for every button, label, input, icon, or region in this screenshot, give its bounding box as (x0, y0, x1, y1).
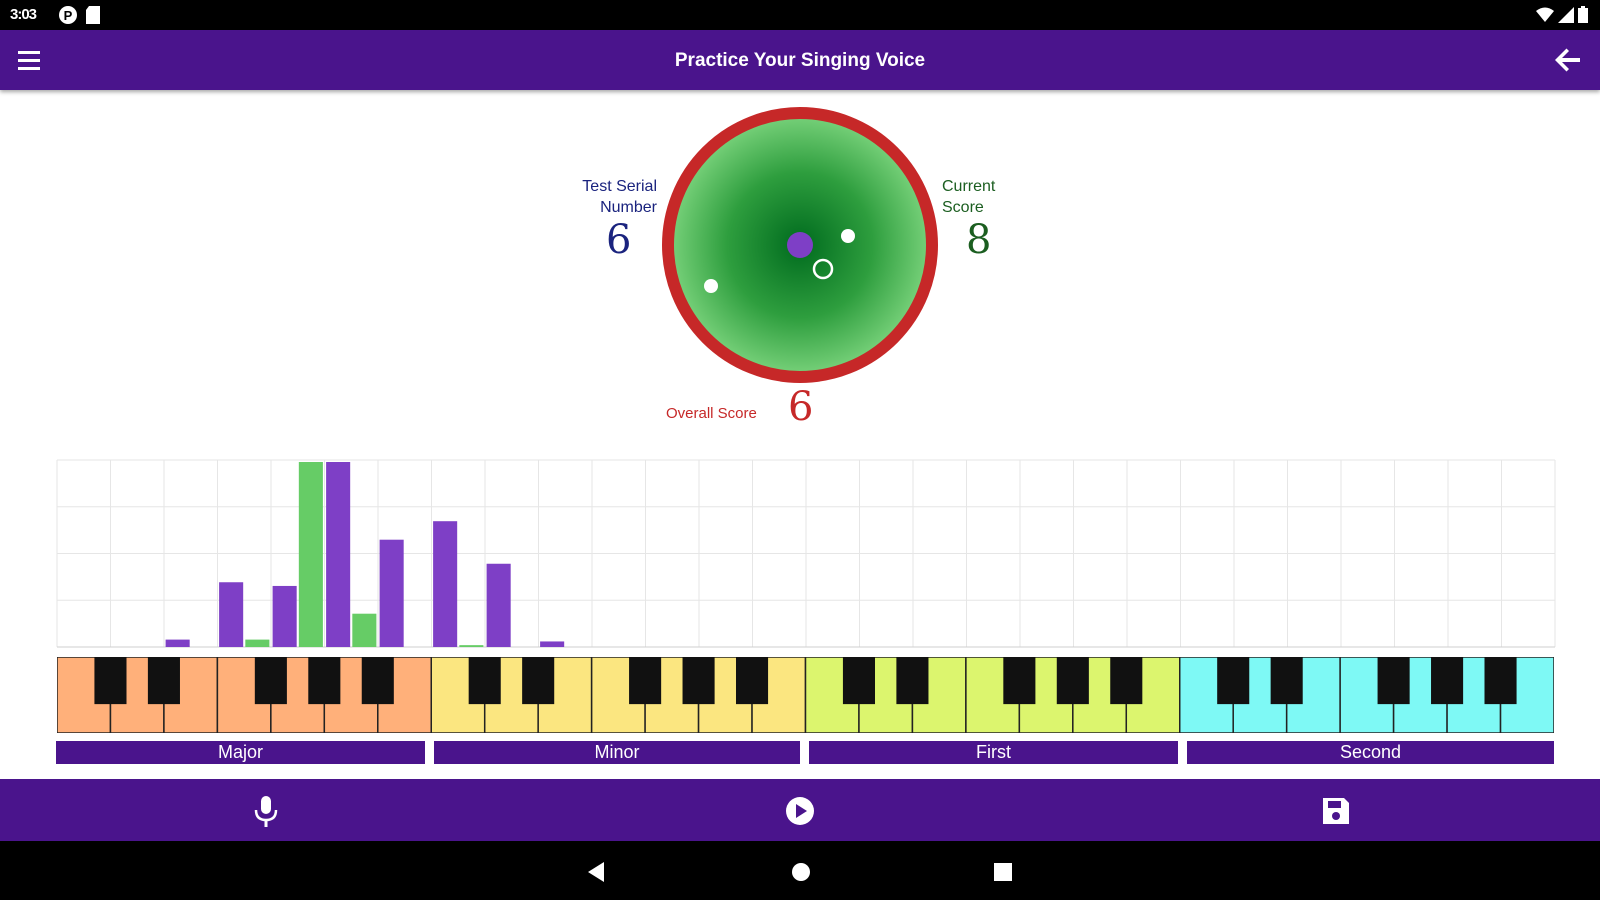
group-label-second[interactable]: Second (1187, 741, 1554, 764)
overall-score-value: 6 (788, 384, 814, 430)
svg-text:P: P (64, 8, 73, 23)
piano-black-key[interactable] (468, 657, 501, 705)
app-bar: Practice Your Singing Voice (0, 30, 1600, 90)
back-button[interactable] (1552, 46, 1588, 76)
test-serial-label: Test Serial Number (582, 178, 657, 216)
piano-black-key[interactable] (1431, 657, 1464, 705)
status-bar: 3:03 P (0, 0, 1600, 30)
play-button[interactable] (780, 791, 820, 831)
piano-black-key[interactable] (842, 657, 876, 705)
pitch-dot (841, 229, 855, 243)
pitch-target-dial (662, 107, 938, 383)
piano-black-key[interactable] (254, 657, 287, 705)
piano-black-key[interactable] (1217, 657, 1250, 705)
score-dial-panel: Test Serial Number 6 Current Score 8 Ove… (0, 90, 1600, 440)
menu-button[interactable] (14, 46, 50, 76)
histogram-bar (165, 639, 190, 647)
group-label-major[interactable]: Major (56, 741, 425, 764)
floppy-disk-icon (1323, 798, 1349, 824)
system-nav-bar (0, 841, 1600, 900)
piano-black-key[interactable] (522, 657, 555, 705)
play-circle-icon (786, 797, 814, 825)
histogram-bar (326, 462, 351, 647)
histogram-bar (459, 645, 484, 647)
piano-black-key[interactable] (735, 657, 769, 705)
record-button[interactable] (246, 791, 286, 831)
current-pitch-ring (812, 258, 834, 280)
histogram-bar (379, 539, 404, 647)
microphone-icon (254, 796, 278, 827)
group-label-first[interactable]: First (809, 741, 1178, 764)
test-serial-value: 6 (606, 217, 632, 263)
piano-black-key[interactable] (629, 657, 662, 705)
notification-app-icon: P (59, 6, 77, 24)
battery-icon (1578, 6, 1588, 23)
piano-black-key[interactable] (361, 657, 394, 705)
nav-back-button[interactable] (582, 857, 612, 887)
sd-card-icon (86, 6, 100, 24)
nav-back-icon (588, 862, 604, 882)
piano-black-key[interactable] (682, 657, 715, 705)
histogram-bar (298, 462, 323, 647)
histogram-bar (540, 641, 565, 647)
nav-recents-button[interactable] (988, 857, 1018, 887)
nav-home-button[interactable] (786, 857, 816, 887)
histogram-bar (219, 582, 244, 647)
target-marker (787, 232, 813, 258)
histogram-bar (272, 585, 297, 647)
save-button[interactable] (1316, 791, 1356, 831)
arrow-back-icon (1555, 48, 1580, 72)
pitch-dot (704, 279, 718, 293)
piano-black-key[interactable] (1110, 657, 1143, 705)
piano-black-key[interactable] (896, 657, 929, 705)
status-time: 3:03 (10, 6, 37, 23)
piano-black-key[interactable] (94, 657, 127, 705)
signal-icon (1558, 6, 1574, 23)
piano-black-key[interactable] (1003, 657, 1036, 705)
page-title: Practice Your Singing Voice (674, 50, 926, 71)
pitch-histogram-chart (56, 459, 1556, 648)
histogram-bar (245, 639, 270, 647)
piano-black-key[interactable] (1484, 657, 1517, 705)
wifi-icon (1536, 7, 1554, 22)
piano-keyboard (57, 657, 1554, 733)
group-label-minor[interactable]: Minor (434, 741, 800, 764)
piano-black-key[interactable] (1270, 657, 1303, 705)
nav-home-icon (792, 863, 810, 881)
piano-black-key[interactable] (1377, 657, 1410, 705)
histogram-bar (433, 521, 458, 647)
bottom-action-bar (0, 779, 1600, 841)
piano-black-key[interactable] (308, 657, 341, 705)
nav-recents-icon (994, 863, 1012, 881)
interval-group-labels: Major Minor First Second (56, 741, 1554, 765)
overall-score-label: Overall Score (666, 405, 757, 422)
current-score-label: Current Score (942, 178, 996, 216)
piano-black-key[interactable] (1056, 657, 1089, 705)
histogram-bar (486, 563, 511, 647)
histogram-bar (352, 613, 377, 647)
piano-black-key[interactable] (147, 657, 180, 705)
current-score-value: 8 (966, 217, 992, 263)
hamburger-menu-icon (18, 51, 40, 70)
